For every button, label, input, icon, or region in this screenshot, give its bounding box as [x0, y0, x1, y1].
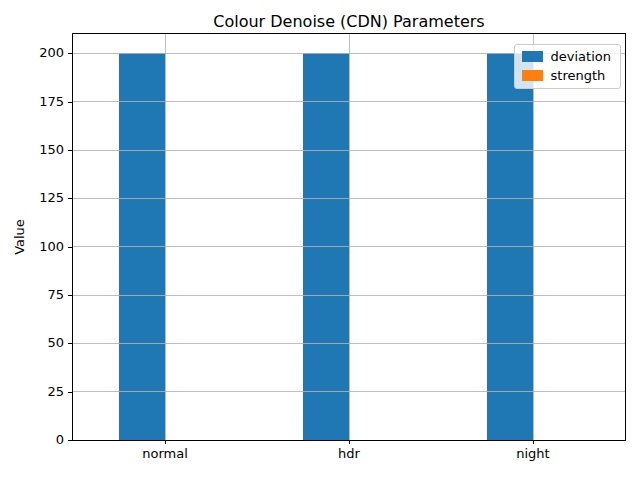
- legend-label-deviation: deviation: [551, 50, 611, 63]
- y-tick-mark-150: [68, 150, 72, 151]
- plot-area: deviation strength: [72, 33, 626, 441]
- x-tick-mark-night: [533, 440, 534, 444]
- y-tick-label-25: 25: [0, 384, 64, 400]
- y-tick-label-200: 200: [0, 45, 64, 61]
- legend-item-deviation: deviation: [522, 50, 611, 63]
- legend-label-strength: strength: [551, 69, 606, 82]
- legend-swatch-strength: [522, 70, 543, 81]
- y-tick-mark-50: [68, 343, 72, 344]
- y-tick-mark-75: [68, 295, 72, 296]
- y-tick-label-0: 0: [0, 432, 64, 448]
- y-tick-mark-100: [68, 247, 72, 248]
- y-tick-mark-0: [68, 440, 72, 441]
- x-tick-label-night: night: [483, 446, 583, 462]
- y-tick-label-150: 150: [0, 142, 64, 158]
- y-tick-mark-125: [68, 198, 72, 199]
- y-tick-label-50: 50: [0, 335, 64, 351]
- x-tick-mark-hdr: [349, 440, 350, 444]
- chart-title: Colour Denoise (CDN) Parameters: [72, 12, 626, 31]
- x-tick-label-hdr: hdr: [299, 446, 399, 462]
- gridline-x-night: [533, 34, 534, 440]
- y-tick-label-75: 75: [0, 287, 64, 303]
- gridline-x-hdr: [349, 34, 350, 440]
- legend-swatch-deviation: [522, 51, 543, 62]
- y-tick-mark-200: [68, 53, 72, 54]
- y-tick-label-100: 100: [0, 239, 64, 255]
- y-tick-label-175: 175: [0, 94, 64, 110]
- y-tick-mark-25: [68, 392, 72, 393]
- chart-figure: Colour Denoise (CDN) Parameters Value de…: [0, 0, 640, 480]
- legend: deviation strength: [514, 44, 621, 89]
- y-tick-label-125: 125: [0, 190, 64, 206]
- legend-item-strength: strength: [522, 69, 611, 82]
- x-tick-label-normal: normal: [115, 446, 215, 462]
- gridline-x-normal: [165, 34, 166, 440]
- y-tick-mark-175: [68, 102, 72, 103]
- x-tick-mark-normal: [165, 440, 166, 444]
